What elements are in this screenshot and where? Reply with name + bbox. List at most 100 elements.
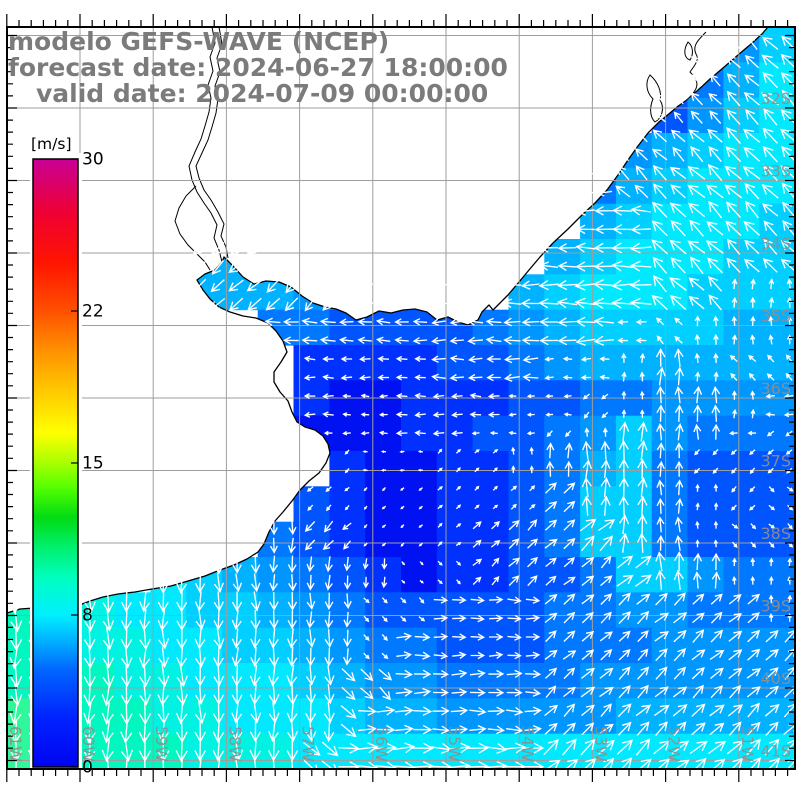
ocean-cell (221, 733, 259, 770)
ocean-cell (508, 486, 545, 523)
frame-ticks (6, 14, 795, 782)
ocean-cell (472, 415, 509, 452)
latitude-label: 38S (760, 524, 791, 543)
ocean-cell (687, 627, 724, 664)
ocean-cell (651, 451, 689, 487)
ocean-cell (723, 309, 760, 346)
ocean-cell (329, 451, 366, 487)
ocean-cell (651, 133, 689, 169)
ocean-cell (508, 627, 545, 664)
river-line (195, 26, 229, 259)
ocean-cell (401, 451, 438, 487)
ocean-cell (293, 345, 330, 381)
ocean-cell (580, 451, 617, 487)
latitude-label: 34S (760, 234, 791, 253)
ocean-cell (436, 451, 474, 487)
ocean-cell (580, 733, 617, 770)
latitude-label: 41S (760, 742, 791, 761)
ocean-cell (615, 557, 653, 593)
ocean-cell (293, 592, 330, 629)
ocean-cell (508, 733, 545, 770)
colorbar: [m/s] 30 22 15 8 0 (30, 135, 104, 778)
ocean-cell (436, 698, 474, 735)
ocean-cell (508, 309, 545, 346)
ocean-cell (723, 486, 760, 523)
ocean-cell (401, 698, 438, 735)
ocean-cell (687, 451, 724, 487)
ocean-cell (472, 486, 509, 523)
ocean-cell (651, 733, 689, 770)
ocean-cell (615, 239, 653, 275)
colorbar-tick-label: 15 (82, 454, 104, 474)
ocean-cell (615, 309, 653, 346)
latitude-label: 39S (760, 597, 791, 616)
colorbar-gradient (33, 159, 78, 767)
ocean-cell (615, 698, 653, 735)
ocean-cell (365, 486, 402, 523)
ocean-cell (365, 521, 402, 558)
ocean-cell (580, 592, 617, 629)
ocean-cell (544, 486, 581, 523)
ocean-cell (329, 663, 366, 699)
latitude-label: 32S (760, 89, 791, 108)
colorbar-tick-label: 0 (82, 758, 93, 778)
ocean-cell (759, 451, 796, 487)
latitude-label: 37S (760, 452, 791, 471)
ocean-cell (544, 698, 581, 735)
ocean-cell (436, 557, 474, 593)
ocean-cell (150, 698, 187, 735)
ocean-cell (651, 557, 689, 593)
ocean-cell (723, 97, 760, 134)
ocean-cell (365, 698, 402, 735)
ocean-cell (401, 663, 438, 699)
ocean-cell (472, 663, 509, 699)
ocean-cell (257, 592, 295, 629)
ocean-cell (687, 663, 724, 699)
ocean-cell (615, 451, 653, 487)
ocean-cell (365, 592, 402, 629)
longitude-label: 56W (372, 726, 391, 762)
ocean-cell (580, 415, 617, 452)
ocean-cell (257, 557, 295, 593)
ocean-cell (365, 345, 402, 381)
longitude-label: 57W (299, 726, 318, 762)
ocean-cell (472, 698, 509, 735)
arrow-field-path (9, 35, 799, 781)
ocean-cell (472, 592, 509, 629)
ocean-cell (759, 698, 796, 735)
ocean-cell (723, 557, 760, 593)
ocean-cell (508, 557, 545, 593)
ocean-cell (687, 698, 724, 735)
map-frame-and-ticks (6, 14, 796, 782)
river-line (188, 26, 223, 263)
ocean-cell (687, 345, 724, 381)
ocean-cell (615, 345, 653, 381)
ocean-cell (615, 733, 653, 770)
ocean-cell (759, 486, 796, 523)
axis-labels: 32S 33S 34S 35S 36S 37S 38S 39S 40S 41S 61W 60W 59W 5… (6, 89, 791, 762)
ocean-cell (401, 486, 438, 523)
ocean-cell (580, 345, 617, 381)
map-border (6, 26, 796, 770)
latitude-label: 40S (760, 669, 791, 688)
longitude-label: 61W (6, 726, 25, 762)
ocean-cell (508, 592, 545, 629)
ocean-cell (401, 557, 438, 593)
colorbar-tick-label: 22 (82, 302, 104, 322)
valid-date: valid date: 2024-07-09 00:00:00 (36, 79, 489, 108)
ocean-cell (436, 663, 474, 699)
ocean-cell (651, 521, 689, 558)
ocean-cell (365, 627, 402, 664)
ocean-cell (186, 627, 223, 664)
ocean-cell (723, 203, 760, 240)
lagoon-outline (677, 31, 707, 107)
longitude-label: 58W (225, 726, 244, 762)
ocean-cell (687, 557, 724, 593)
ocean-cell (687, 521, 724, 558)
ocean-cell (615, 592, 653, 629)
longitude-label: 60W (79, 726, 98, 762)
longitude-label: 59W (152, 726, 171, 762)
ocean-cell (651, 415, 689, 452)
